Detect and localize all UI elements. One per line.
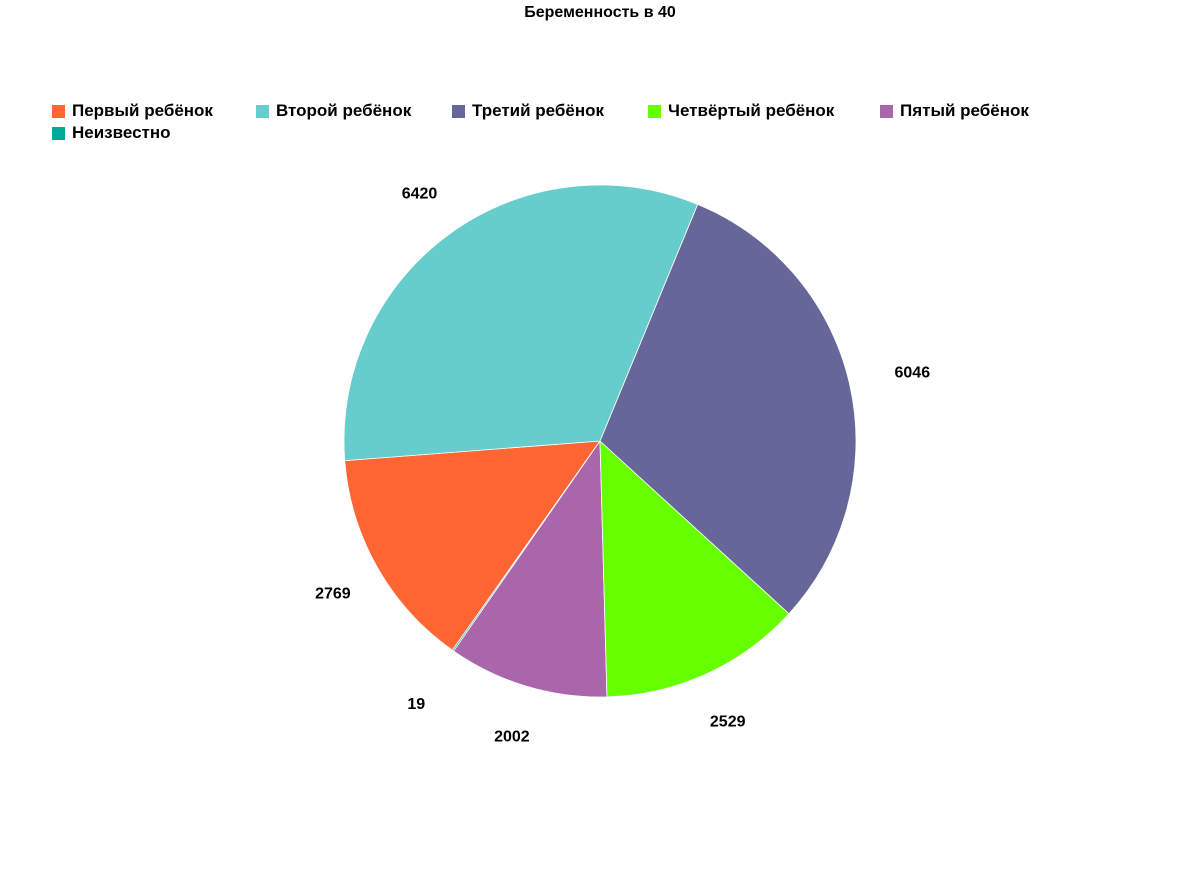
legend-item-unknown[interactable]: Неизвестно: [52, 122, 171, 144]
legend-item-fourth-child[interactable]: Четвёртый ребёнок: [648, 100, 834, 122]
legend-swatch: [452, 104, 465, 118]
pie-slice[interactable]: [599, 440, 790, 698]
slice-value-label: 2529: [710, 713, 746, 730]
legend-swatch: [52, 104, 65, 118]
legend-item-first-child[interactable]: Первый ребёнок: [52, 100, 213, 122]
legend-item-third-child[interactable]: Третий ребёнок: [452, 100, 604, 122]
legend-swatch: [880, 104, 893, 118]
legend-item-second-child[interactable]: Второй ребёнок: [256, 100, 411, 122]
legend-label: Второй ребёнок: [276, 101, 412, 120]
slice-value-label: 6420: [402, 185, 438, 202]
legend-item-fifth-child[interactable]: Пятый ребёнок: [880, 100, 1029, 122]
pie-slice[interactable]: [344, 440, 601, 651]
slice-value-label: 19: [407, 696, 425, 713]
legend-label: Первый ребёнок: [72, 101, 213, 120]
legend-label: Четвёртый ребёнок: [668, 101, 835, 120]
slice-value-label: 2002: [494, 728, 530, 745]
slice-value-label: 6046: [895, 364, 931, 381]
legend-swatch: [256, 104, 269, 118]
legend-label: Пятый ребёнок: [900, 101, 1029, 120]
chart-title: Беременность в 40: [524, 4, 676, 21]
legend-swatch: [648, 104, 661, 118]
slice-value-label: 2769: [315, 586, 351, 603]
legend-swatch: [52, 126, 65, 140]
pie-slice[interactable]: [343, 184, 699, 462]
pie-slice[interactable]: [453, 439, 608, 698]
legend-label: Третий ребёнок: [472, 101, 605, 120]
legend-label: Неизвестно: [72, 123, 171, 142]
pie-slice[interactable]: [599, 203, 857, 615]
